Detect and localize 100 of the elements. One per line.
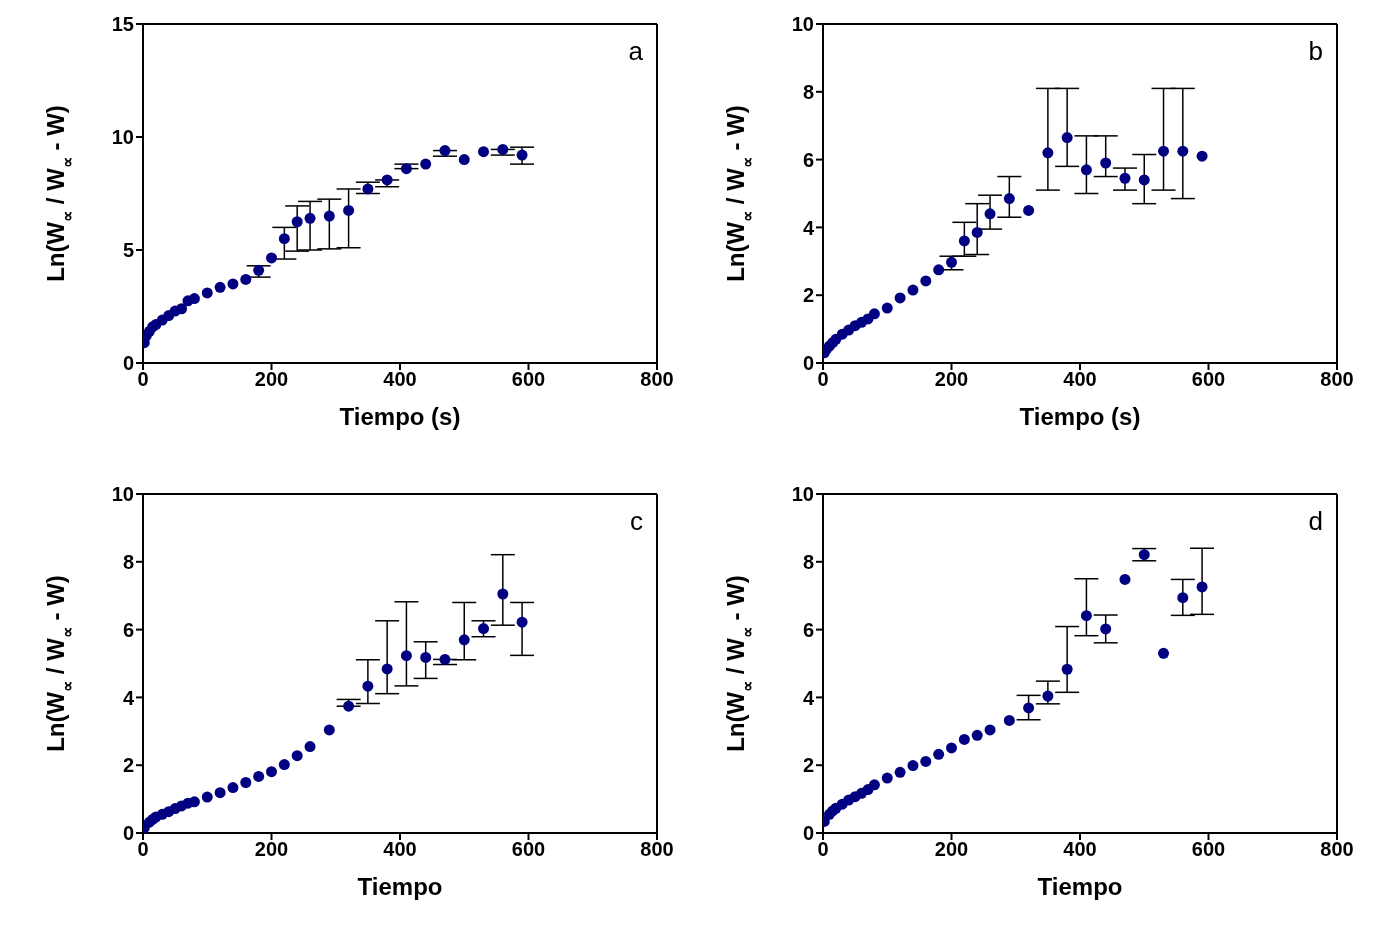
point [1177, 592, 1189, 604]
x-axis-title: Tiempo (s) [1019, 403, 1141, 430]
point [1080, 164, 1092, 176]
point [227, 278, 239, 290]
point [253, 264, 265, 276]
point [439, 653, 451, 665]
y-tick-label: 15 [111, 13, 134, 36]
point [381, 663, 393, 675]
annotation: d [1308, 506, 1323, 537]
point [1023, 204, 1035, 216]
x-axis-title: Tiempo [357, 873, 443, 900]
y-tick-label: 2 [122, 754, 134, 777]
point [478, 146, 490, 158]
point [971, 226, 983, 238]
point [1138, 174, 1150, 186]
point [894, 766, 906, 778]
point [1061, 132, 1073, 144]
point [188, 293, 200, 305]
y-tick-label: 5 [122, 239, 134, 262]
point [253, 770, 265, 782]
y-tick-label: 8 [802, 80, 814, 103]
y-tick-label: 6 [122, 618, 134, 641]
point [1196, 150, 1208, 162]
point [201, 791, 213, 803]
y-tick-label: 10 [111, 126, 134, 149]
point [214, 787, 226, 799]
point [323, 210, 335, 222]
point [439, 145, 451, 157]
point [381, 174, 393, 186]
point [920, 755, 932, 767]
point [266, 252, 277, 264]
point [894, 292, 906, 304]
point [343, 700, 355, 712]
x-tick-label: 0 [137, 368, 149, 391]
point [278, 233, 290, 245]
y-tick-label: 6 [802, 148, 814, 171]
x-tick-label: 400 [1063, 368, 1097, 391]
x-tick-label: 800 [640, 838, 674, 861]
x-tick-label: 200 [934, 838, 969, 861]
x-tick-label: 800 [640, 368, 674, 391]
point [933, 748, 945, 760]
y-tick-label: 4 [122, 686, 135, 709]
point [1177, 145, 1189, 157]
y-tick-label: 8 [122, 550, 134, 573]
point [1080, 610, 1092, 622]
point [497, 588, 509, 600]
point [278, 759, 290, 771]
point [984, 208, 996, 220]
point [868, 308, 880, 320]
point [1196, 581, 1208, 593]
x-axis-title: Tiempo [1037, 873, 1123, 900]
point [420, 651, 432, 663]
point [240, 273, 252, 285]
x-tick-label: 600 [1191, 838, 1226, 861]
point [227, 782, 239, 794]
point [1061, 663, 1073, 675]
point [362, 183, 374, 195]
x-tick-label: 0 [137, 838, 149, 861]
point [1042, 147, 1054, 159]
point [907, 760, 919, 772]
point [984, 724, 996, 736]
y-tick-label: 0 [122, 352, 134, 375]
point [458, 154, 470, 166]
y-tick-label: 6 [802, 618, 814, 641]
y-tick-label: 2 [802, 284, 814, 307]
point [304, 741, 316, 753]
annotation: b [1308, 36, 1323, 67]
point [1042, 690, 1054, 702]
y-tick-label: 10 [111, 483, 134, 506]
y-tick-label: 0 [802, 352, 814, 375]
point [304, 212, 316, 224]
point [1119, 172, 1131, 184]
x-tick-label: 600 [1191, 368, 1226, 391]
point [1023, 702, 1035, 714]
x-tick-label: 400 [1063, 838, 1097, 861]
x-tick-label: 600 [511, 368, 546, 391]
point [946, 742, 957, 754]
x-tick-label: 400 [383, 368, 417, 391]
annotation: c [630, 506, 643, 537]
point [266, 766, 277, 778]
point [868, 779, 880, 791]
x-tick-label: 0 [817, 838, 829, 861]
y-tick-label: 0 [802, 822, 814, 845]
point [497, 143, 509, 155]
point [176, 303, 188, 315]
point [958, 733, 970, 745]
annotation: a [628, 36, 643, 67]
x-tick-label: 200 [254, 368, 289, 391]
point [1003, 714, 1015, 726]
point [214, 281, 226, 293]
y-tick-label: 4 [802, 216, 815, 239]
x-axis-title: Tiempo (s) [339, 403, 461, 430]
x-tick-label: 200 [254, 838, 289, 861]
x-tick-label: 600 [511, 838, 546, 861]
point [516, 616, 528, 628]
point [1100, 157, 1112, 169]
point [240, 776, 252, 788]
point [362, 680, 374, 692]
point [958, 235, 970, 247]
point [291, 750, 303, 762]
